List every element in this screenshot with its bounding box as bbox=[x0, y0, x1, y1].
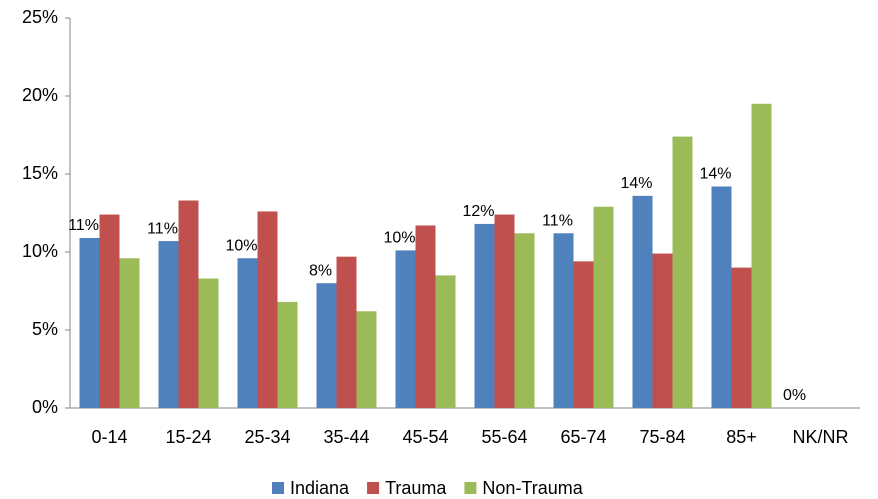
data-label: 8% bbox=[309, 262, 332, 279]
legend-label: Trauma bbox=[385, 478, 447, 498]
legend-swatch bbox=[367, 482, 380, 494]
data-label: 14% bbox=[620, 175, 652, 192]
bar bbox=[237, 258, 258, 408]
x-tick-label: 25-34 bbox=[244, 427, 290, 447]
bar bbox=[277, 301, 298, 408]
bar bbox=[356, 311, 377, 408]
y-tick-label: 20% bbox=[22, 85, 58, 105]
data-label: 11% bbox=[542, 212, 573, 229]
legend-label: Non-Trauma bbox=[482, 478, 583, 498]
bar bbox=[316, 283, 337, 408]
bar bbox=[731, 267, 752, 408]
legend-swatch bbox=[272, 482, 284, 494]
bar bbox=[198, 278, 219, 408]
bar bbox=[435, 275, 456, 408]
bar bbox=[415, 225, 436, 408]
x-tick-label: NK/NR bbox=[792, 427, 848, 447]
bar bbox=[257, 211, 278, 408]
y-tick-label: 10% bbox=[22, 241, 58, 261]
bar bbox=[514, 233, 535, 408]
data-label: 10% bbox=[225, 237, 257, 254]
data-label: 10% bbox=[383, 230, 415, 247]
bar bbox=[158, 241, 179, 408]
bar bbox=[711, 186, 732, 408]
bar bbox=[553, 233, 574, 408]
bar bbox=[494, 214, 515, 408]
bar bbox=[99, 214, 120, 408]
y-tick-label: 25% bbox=[22, 7, 58, 27]
bar bbox=[178, 200, 199, 408]
bar bbox=[336, 256, 357, 408]
bar bbox=[672, 136, 693, 408]
x-tick-label: 55-64 bbox=[481, 427, 527, 447]
bar bbox=[119, 258, 140, 408]
bar bbox=[573, 261, 594, 408]
bar bbox=[652, 253, 673, 408]
bar bbox=[395, 250, 416, 408]
data-label: 11% bbox=[147, 220, 178, 237]
x-tick-label: 75-84 bbox=[639, 427, 685, 447]
bar bbox=[632, 195, 653, 408]
y-tick-label: 0% bbox=[32, 397, 58, 417]
data-label: 12% bbox=[462, 203, 494, 220]
x-tick-label: 15-24 bbox=[165, 427, 211, 447]
legend-label: Indiana bbox=[290, 478, 350, 498]
bar bbox=[79, 237, 100, 408]
x-tick-label: 45-54 bbox=[402, 427, 448, 447]
bar bbox=[474, 223, 495, 408]
x-tick-label: 35-44 bbox=[323, 427, 369, 447]
bar bbox=[751, 103, 772, 409]
x-tick-label: 0-14 bbox=[91, 427, 127, 447]
x-tick-label: 65-74 bbox=[560, 427, 606, 447]
y-tick-label: 15% bbox=[22, 163, 58, 183]
legend-swatch bbox=[464, 482, 477, 494]
data-label: 11% bbox=[68, 217, 99, 234]
y-tick-label: 5% bbox=[32, 319, 58, 339]
data-label: 14% bbox=[699, 166, 731, 183]
bar bbox=[593, 206, 614, 408]
x-tick-label: 85+ bbox=[726, 427, 757, 447]
data-label: 0% bbox=[783, 387, 806, 404]
